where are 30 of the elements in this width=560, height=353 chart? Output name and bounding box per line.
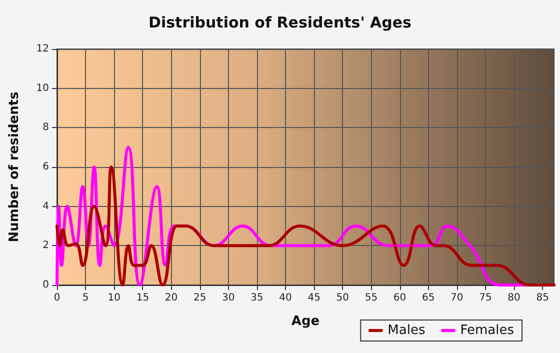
x-tick-label: 65 [422, 292, 435, 304]
x-tick-label: 80 [508, 292, 520, 304]
x-tick-label: 85 [536, 292, 549, 304]
x-tick-label: 15 [136, 292, 150, 304]
y-tick-label: 10 [36, 82, 49, 94]
y-tick-label: 6 [42, 162, 49, 172]
y-axis-title: Number of residents [7, 91, 22, 242]
y-tick-label: 2 [42, 240, 49, 252]
x-tick-label: 40 [279, 292, 292, 304]
x-tick-label: 50 [336, 292, 349, 304]
x-tick-label: 45 [308, 292, 320, 304]
x-tick-label: 35 [250, 292, 264, 304]
x-tick-label: 70 [450, 292, 464, 304]
x-axis-title: Age [291, 314, 320, 329]
legend-label: Males [388, 323, 426, 338]
x-tick-label: 75 [479, 292, 492, 304]
x-tick-label: 10 [108, 292, 120, 304]
chart-title: Distribution of Residents' Ages [148, 14, 412, 32]
x-tick-label: 25 [193, 292, 206, 304]
x-tick-label: 30 [222, 292, 235, 304]
x-tick-label: 20 [164, 292, 178, 304]
x-tick-label: 0 [54, 292, 60, 304]
x-tick-label: 60 [393, 292, 406, 304]
y-tick-label: 8 [42, 122, 49, 134]
y-tick-label: 12 [36, 44, 49, 54]
legend-label: Females [460, 323, 514, 338]
y-tick-label: 0 [42, 280, 49, 290]
y-tick-label: 4 [42, 200, 49, 212]
x-tick-label: 5 [82, 292, 89, 304]
x-tick-label: 55 [364, 292, 378, 304]
